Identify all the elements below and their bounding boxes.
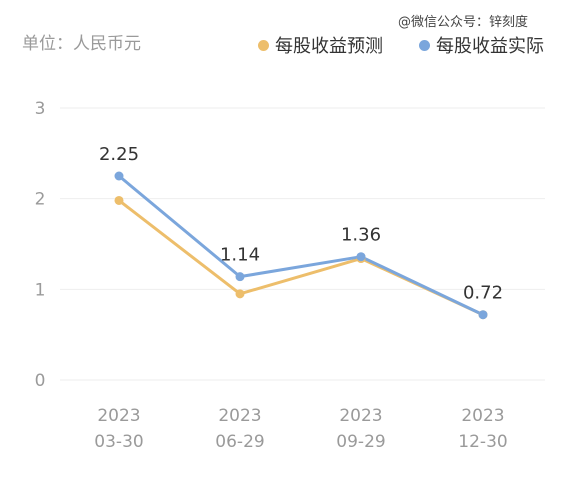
series-1-point-3: [478, 310, 488, 320]
data-label-0: 2.25: [99, 144, 139, 165]
x-tick-date-3: 12-30: [458, 432, 507, 452]
x-tick-date-0: 03-30: [94, 432, 143, 452]
series-0-point-0: [114, 195, 124, 205]
series-line-0: [117, 198, 485, 317]
y-tick-3: 3: [35, 99, 46, 119]
x-tick-date-1: 06-29: [215, 432, 264, 452]
legend-actual-label: 每股收益实际: [436, 36, 544, 57]
unit-label: 单位：人民币元: [22, 34, 141, 54]
x-tick-year-3: 2023: [461, 406, 504, 426]
legend-item-actual: 每股收益实际: [419, 32, 544, 58]
series-1-point-1: [235, 272, 245, 282]
data-label-2: 1.36: [341, 225, 381, 246]
y-tick-1: 1: [35, 280, 46, 300]
x-tick-date-2: 09-29: [336, 432, 385, 452]
legend-forecast-label: 每股收益预测: [275, 36, 383, 57]
watermark: @微信公众号：锌刻度: [398, 15, 529, 30]
data-label-1: 1.14: [220, 245, 260, 266]
series-1-point-0: [114, 171, 124, 181]
legend-item-forecast: 每股收益预测: [258, 32, 383, 58]
legend-forecast-dot: [258, 39, 269, 51]
series-line-1: [117, 174, 485, 317]
series-1-point-2: [356, 252, 366, 262]
x-tick-year-1: 2023: [218, 406, 261, 426]
y-tick-0: 0: [35, 371, 46, 391]
x-tick-year-2: 2023: [339, 406, 382, 426]
series-0-point-1: [235, 289, 245, 299]
legend-actual-dot: [419, 39, 430, 51]
data-label-3: 0.72: [463, 283, 503, 304]
y-tick-2: 2: [35, 190, 46, 210]
x-tick-year-0: 2023: [97, 406, 140, 426]
